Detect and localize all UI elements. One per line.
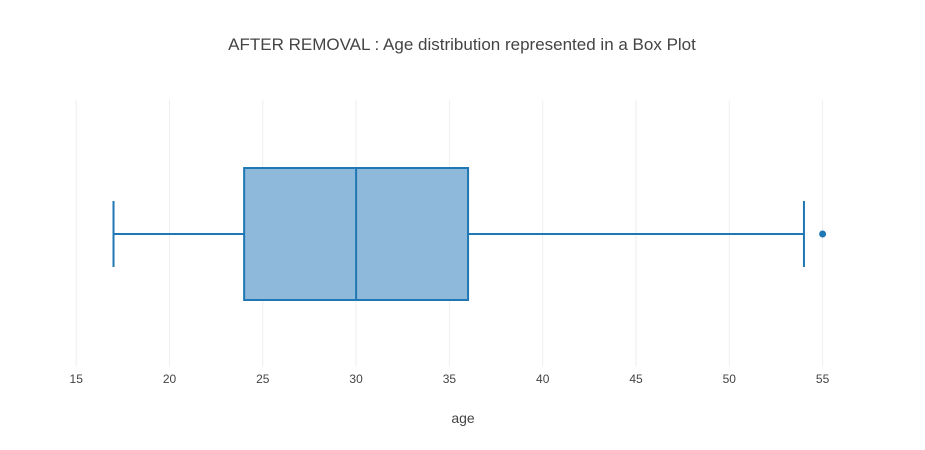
x-axis-title: age xyxy=(451,410,475,426)
x-tick-label-20: 20 xyxy=(163,372,177,386)
x-tick-label-25: 25 xyxy=(256,372,270,386)
outlier-point-0 xyxy=(819,230,827,238)
x-tick-label-40: 40 xyxy=(536,372,550,386)
x-tick-label-35: 35 xyxy=(443,372,457,386)
x-tick-label-50: 50 xyxy=(723,372,737,386)
x-tick-label-30: 30 xyxy=(349,372,363,386)
x-axis-ticks: 15 20 25 30 35 40 45 50 55 xyxy=(70,372,830,386)
x-tick-label-45: 45 xyxy=(629,372,643,386)
x-tick-label-55: 55 xyxy=(816,372,830,386)
chart-title: AFTER REMOVAL : Age distribution represe… xyxy=(228,35,696,54)
x-tick-label-15: 15 xyxy=(70,372,84,386)
box-series xyxy=(112,167,827,301)
